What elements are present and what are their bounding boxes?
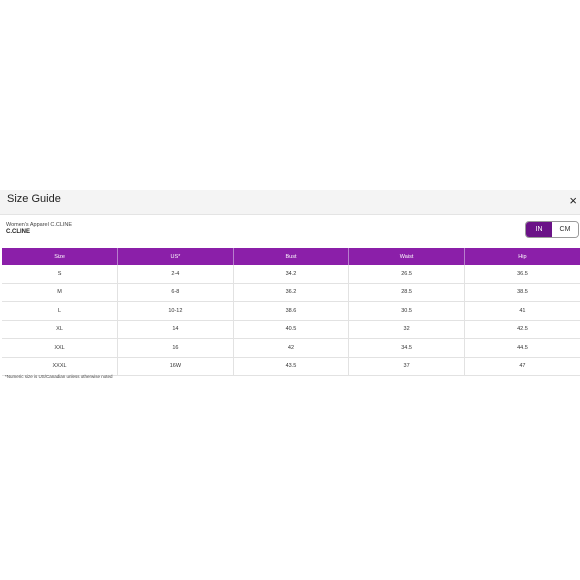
table-cell: 32 xyxy=(348,320,465,339)
column-header-size: Size xyxy=(2,248,119,265)
table-cell: L xyxy=(2,301,119,321)
table-cell: 16 xyxy=(117,338,234,358)
table-cell: 44.5 xyxy=(464,338,580,358)
table-cell: 34.5 xyxy=(348,338,465,358)
table-cell: 28.5 xyxy=(348,283,465,302)
table-cell: 2-4 xyxy=(117,265,234,284)
table-cell: 6-8 xyxy=(117,283,234,302)
table-body: S 2-4 34.2 26.5 36.5 M 6-8 36.2 28.5 38.5 L 10-12 38… xyxy=(2,265,580,376)
table-cell: XXXL xyxy=(2,357,119,376)
table-cell: 10-12 xyxy=(117,301,234,321)
table-cell: 30.5 xyxy=(348,301,465,321)
table-row: L 10-12 38.6 30.5 41 xyxy=(2,301,580,321)
table-cell: 43.5 xyxy=(233,357,350,376)
table-row: XXL 16 42 34.5 44.5 xyxy=(2,338,580,358)
table-cell: 42.5 xyxy=(464,320,580,339)
table-cell: 26.5 xyxy=(348,265,465,284)
table-header-row: Size US* Bust Waist Hip xyxy=(2,248,580,265)
table-cell: S xyxy=(2,265,119,284)
unit-cm-button[interactable]: CM xyxy=(552,222,578,237)
size-table: Size US* Bust Waist Hip S 2-4 34.2 26.5 36.5… xyxy=(2,248,580,376)
unit-in-button[interactable]: IN xyxy=(526,222,552,237)
column-header-waist: Waist xyxy=(348,248,465,265)
table-row: XL 14 40.5 32 42.5 xyxy=(2,320,580,339)
size-guide-modal: Size Guide × Women's Apparel C.CLINE C.C… xyxy=(0,190,580,390)
table-cell: XL xyxy=(2,320,119,339)
column-header-bust: Bust xyxy=(233,248,350,265)
table-cell: 16W xyxy=(117,357,234,376)
modal-header: Size Guide × xyxy=(0,190,580,215)
table-row: M 6-8 36.2 28.5 38.5 xyxy=(2,283,580,302)
table-cell: 36.2 xyxy=(233,283,350,302)
table-cell: 37 xyxy=(348,357,465,376)
table-cell: 36.5 xyxy=(464,265,580,284)
table-cell: 34.2 xyxy=(233,265,350,284)
table-cell: 40.5 xyxy=(233,320,350,339)
modal-title: Size Guide xyxy=(7,193,61,205)
unit-toggle[interactable]: IN CM xyxy=(525,221,579,238)
table-cell: 14 xyxy=(117,320,234,339)
table-cell: 41 xyxy=(464,301,580,321)
table-row: XXXL 16W 43.5 37 47 xyxy=(2,357,580,376)
apparel-subtitle: Women's Apparel C.CLINE xyxy=(6,222,73,228)
column-header-hip: Hip xyxy=(464,248,580,265)
brand-name: C.CLINE xyxy=(6,229,30,235)
table-cell: 42 xyxy=(233,338,350,358)
table-cell: M xyxy=(2,283,119,302)
column-header-us: US* xyxy=(117,248,234,265)
footnote: *Numeric size is US/Canadian unless othe… xyxy=(5,374,113,379)
table-cell: 38.6 xyxy=(233,301,350,321)
table-cell: XXL xyxy=(2,338,119,358)
table-cell: 47 xyxy=(464,357,580,376)
close-icon[interactable]: × xyxy=(569,193,577,208)
table-cell: 38.5 xyxy=(464,283,580,302)
table-row: S 2-4 34.2 26.5 36.5 xyxy=(2,265,580,284)
